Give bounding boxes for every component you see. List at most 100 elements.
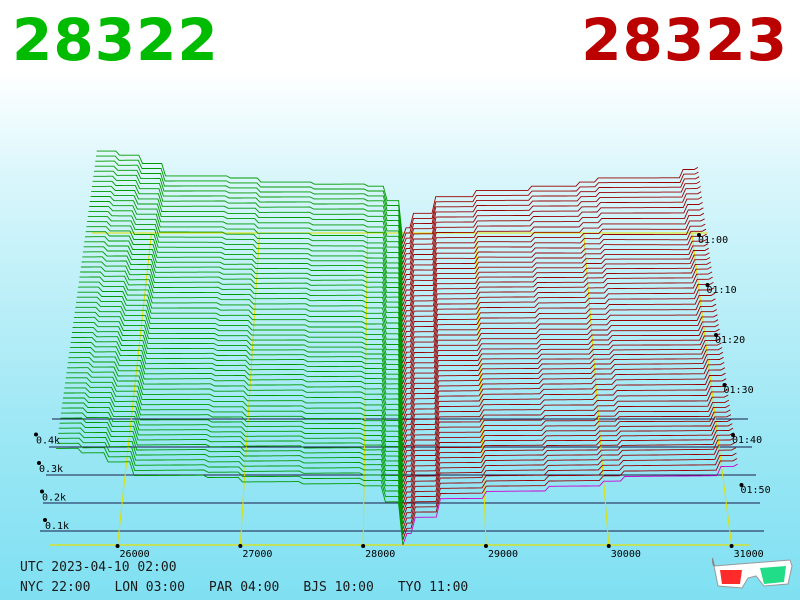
time-tick-dot-0 [697,233,701,237]
ask-slice-49 [402,218,705,291]
time-tick-5: 01:50 [741,485,771,496]
bid-slice-37 [81,261,404,353]
ask-price: 28323 [581,6,788,74]
bid-slice-54 [93,175,403,265]
bid-slice-47 [88,211,403,301]
bid-slice-45 [87,221,403,312]
ask-slice-34 [402,292,716,369]
ask-slice-48 [402,223,706,296]
bid-slice-14 [65,377,404,473]
ask-slice-2 [402,452,737,535]
volume-tick-dot-3 [34,432,38,437]
ask-slice-32 [402,303,717,379]
price-gridline-4 [583,232,610,546]
ask-slice-45 [402,238,708,312]
bid-slice-38 [82,256,404,348]
bid-slice-51 [91,190,403,280]
bid-slice-50 [90,195,403,286]
bid-slice-13 [65,382,404,478]
time-tick-0: 01:00 [698,235,728,246]
bid-slice-5 [59,422,404,520]
bid-slice-36 [80,266,404,358]
time-tick-3: 01:30 [724,385,754,396]
3d-glasses-icon[interactable] [712,556,794,592]
volume-tick-2: 0.3k [39,464,63,475]
bid-slice-57 [95,160,403,249]
bid-slice-53 [92,180,403,270]
volume-tick-0: 0.1k [45,521,69,532]
bid-slice-28 [75,306,404,400]
bid-slice-44 [86,226,403,317]
price-tick-dot-0 [115,544,120,548]
ask-slice-3 [402,447,736,530]
ask-slice-38 [402,271,713,348]
price-gridline-1 [239,232,261,546]
bid-slice-6 [60,417,404,514]
ask-slice-11 [402,409,731,488]
bid-slice-39 [83,251,403,343]
ask-slice-23 [402,347,723,426]
bid-slice-58 [96,155,403,244]
ask-slice-30 [402,314,718,390]
bid-slice-4 [58,427,404,525]
volume-tick-dot-0 [43,518,47,522]
bid-slice-42 [85,236,403,327]
ask-slice-53 [402,196,703,270]
time-tick-2: 01:20 [715,335,745,346]
volume-tick-dot-1 [40,489,44,494]
bid-slice-27 [74,311,404,405]
ask-slice-51 [402,207,704,280]
bid-slice-48 [89,206,403,296]
bid-slice-46 [87,216,403,306]
ask-slice-22 [402,351,724,431]
ask-slice-50 [402,212,705,286]
time-tick-dot-2 [714,333,718,337]
ask-slice-55 [402,186,701,260]
ask-slice-12 [402,404,730,483]
ask-slice-59 [401,167,699,239]
ask-slice-18 [402,372,726,452]
bid-slice-24 [72,326,404,421]
volume-tick-3: 0.4k [36,436,60,447]
ask-slice-4 [402,442,736,525]
bid-slice-15 [66,372,404,468]
clock-4: TYO 11:00 [397,580,469,595]
ask-slice-40 [402,261,711,338]
ask-slice-44 [402,243,709,317]
ask-slice-25 [402,337,722,416]
ask-slice-39 [402,266,712,343]
ask-slice-35 [402,287,715,364]
bid-slice-21 [70,342,404,436]
price-tick-dot-1 [238,544,243,548]
ask-slice-1 [402,458,738,540]
ask-slice-33 [402,298,716,374]
ask-slice-0 [402,463,738,546]
ask-slice-26 [402,333,721,410]
ask-slice-5 [402,437,735,520]
ask-slice-28 [402,324,720,400]
ask-slice-6 [402,432,734,514]
ask-slice-21 [402,356,724,436]
ask-slice-24 [402,342,722,421]
bid-slice-34 [79,276,404,369]
bid-slice-3 [58,432,404,530]
ask-slice-20 [402,362,725,442]
bid-slice-22 [71,336,404,431]
ask-slice-37 [402,276,713,353]
ask-slice-14 [402,394,729,473]
ask-slice-16 [402,383,728,462]
bid-slice-35 [80,271,404,364]
clock-3: BJS 10:00 [303,580,374,595]
bid-slice-49 [89,201,403,291]
ask-slice-27 [402,328,720,405]
bid-slice-43 [85,231,403,322]
bid-slice-12 [64,387,404,483]
time-tick-4: 01:40 [732,435,762,446]
ask-slice-15 [402,389,728,468]
bid-slice-16 [67,367,404,462]
price-tick-2: 28000 [365,549,395,560]
utc-time: UTC 2023-04-10 02:00 [20,560,177,575]
ask-slice-7 [402,427,734,509]
volume-tick-1: 0.2k [42,493,66,504]
